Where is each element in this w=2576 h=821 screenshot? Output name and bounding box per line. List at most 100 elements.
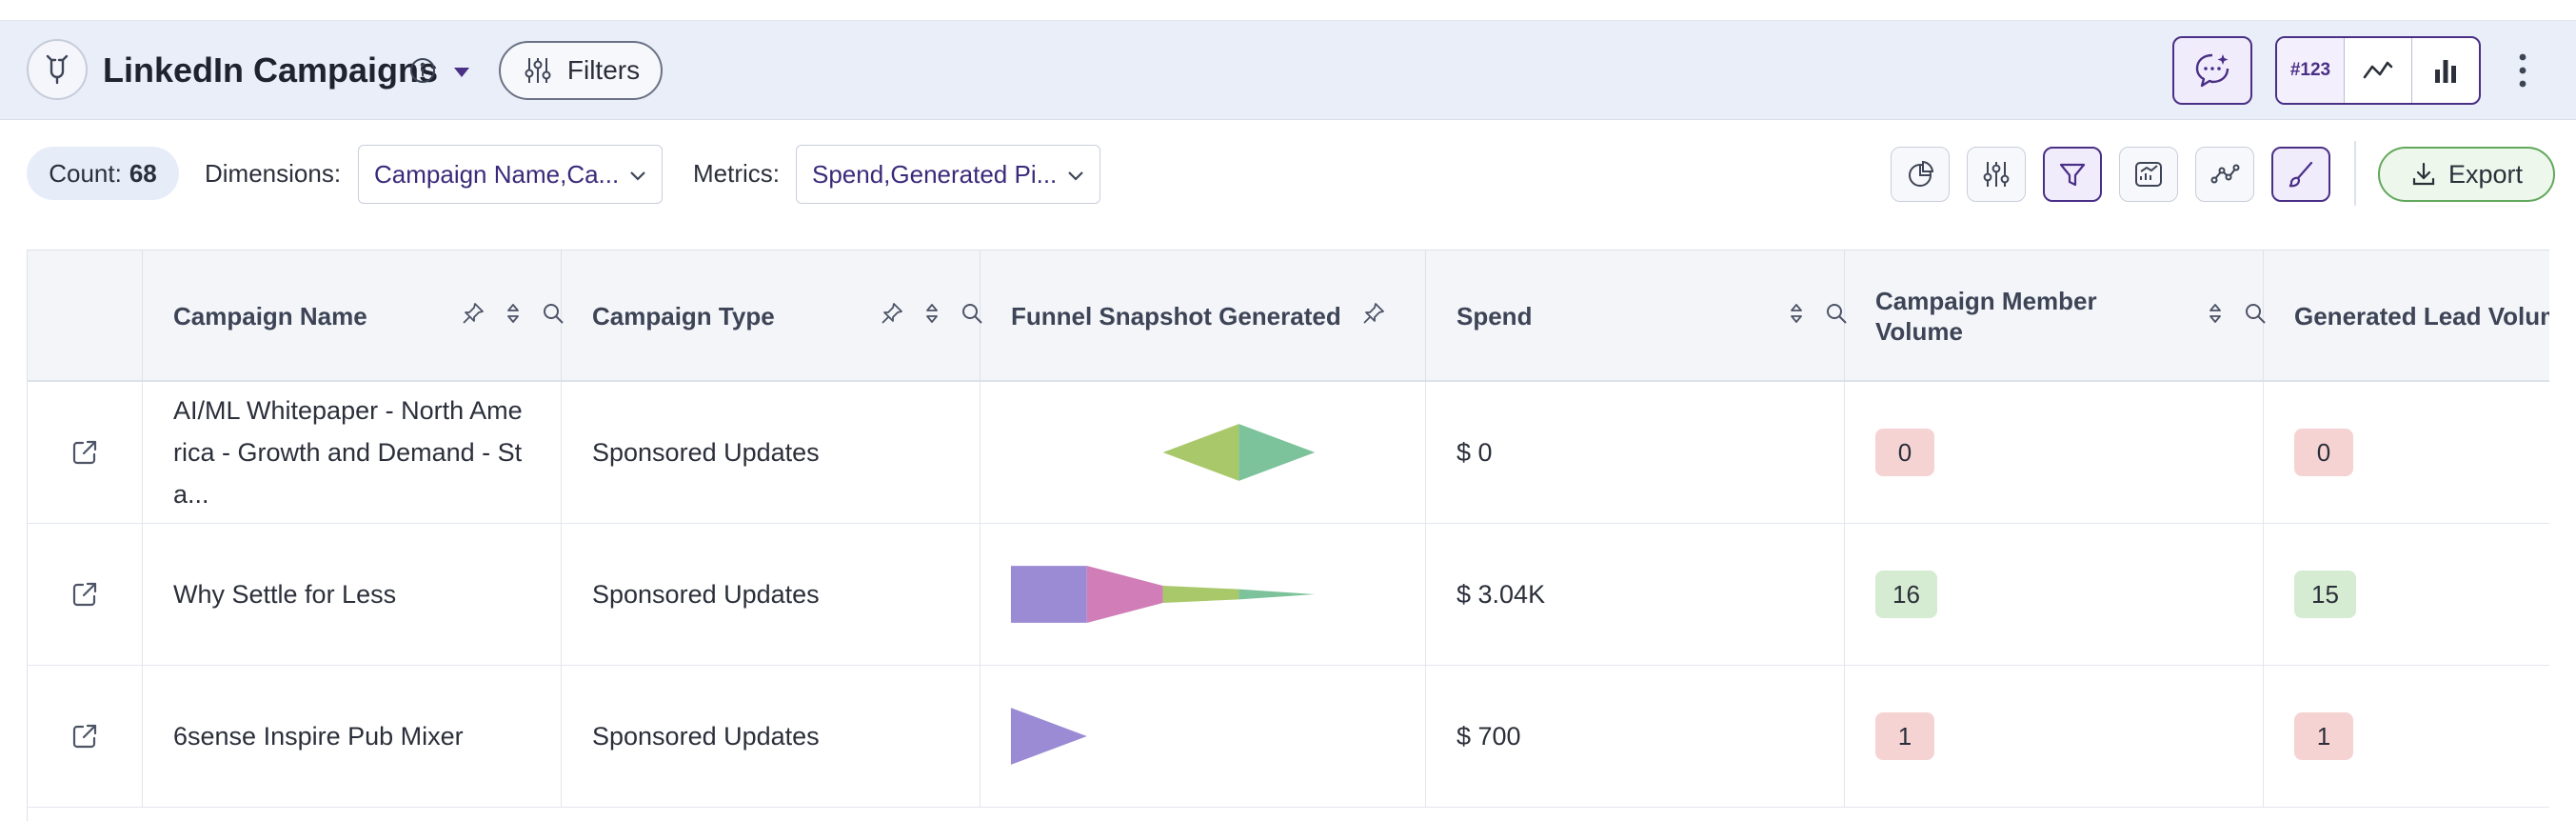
campaign-type-cell: Sponsored Updates bbox=[562, 666, 981, 807]
search-icon[interactable] bbox=[1824, 301, 1849, 326]
sliders-icon bbox=[525, 58, 551, 83]
more-options-icon[interactable] bbox=[2506, 48, 2540, 93]
pin-icon[interactable] bbox=[1361, 301, 1386, 326]
campaign-type: Sponsored Updates bbox=[592, 722, 820, 751]
column-header-open bbox=[28, 250, 143, 382]
count-badge: Count: 68 bbox=[27, 147, 179, 200]
spend-cell: $ 700 bbox=[1426, 666, 1845, 807]
filters-label: Filters bbox=[566, 55, 641, 85]
export-button[interactable]: Export bbox=[2378, 147, 2555, 202]
member-volume-badge: 1 bbox=[1875, 712, 1934, 760]
funnel-stage-4 bbox=[1238, 589, 1316, 600]
search-icon[interactable] bbox=[960, 301, 984, 326]
campaign-name[interactable]: AI/ML Whitepaper - North America - Growt… bbox=[173, 396, 523, 509]
lead-volume-badge: 0 bbox=[2294, 429, 2353, 476]
member-volume-badge: 0 bbox=[1875, 429, 1934, 476]
funnel-stage-1 bbox=[1010, 708, 1087, 765]
external-link-icon[interactable] bbox=[69, 579, 100, 610]
campaign-name[interactable]: Why Settle for Less bbox=[173, 580, 397, 609]
view-toggle-group: #123 bbox=[2275, 36, 2481, 105]
campaign-type: Sponsored Updates bbox=[592, 438, 820, 467]
lead-volume-badge: 1 bbox=[2294, 712, 2353, 760]
number-view-button[interactable]: #123 bbox=[2277, 38, 2345, 103]
table-row[interactable]: Why Settle for Less Sponsored Updates $ … bbox=[28, 524, 2549, 666]
download-icon bbox=[2412, 162, 2435, 186]
search-icon[interactable] bbox=[541, 301, 565, 326]
campaign-name[interactable]: 6sense Inspire Pub Mixer bbox=[173, 722, 464, 751]
table-row[interactable]: AI/ML Whitepaper - North America - Growt… bbox=[28, 382, 2549, 524]
campaign-name-cell: 6sense Inspire Pub Mixer bbox=[143, 666, 562, 807]
column-label: Campaign Member Volume bbox=[1875, 287, 2097, 346]
sort-icon[interactable] bbox=[501, 301, 525, 326]
pie-chart-icon bbox=[1909, 160, 1934, 187]
line-view-button[interactable] bbox=[2345, 38, 2412, 103]
filters-button[interactable]: Filters bbox=[499, 41, 663, 100]
spend-value: $ 0 bbox=[1456, 438, 1493, 467]
lead-volume-cell: 1 bbox=[2264, 666, 2549, 807]
funnel-snapshot[interactable] bbox=[981, 524, 1425, 665]
campaign-type-cell: Sponsored Updates bbox=[562, 382, 981, 523]
chart-settings-icon bbox=[2135, 162, 2162, 187]
funnel-cell bbox=[981, 666, 1426, 807]
column-label: Generated Lead Volum bbox=[2294, 302, 2549, 330]
page-header: LinkedIn Campaigns Filters #123 bbox=[0, 21, 2576, 120]
bar-view-button[interactable] bbox=[2412, 38, 2479, 103]
sliders-icon bbox=[1983, 162, 2010, 187]
column-label: Campaign Name bbox=[173, 302, 367, 330]
number-view-label: #123 bbox=[2289, 60, 2331, 80]
open-cell bbox=[28, 524, 143, 665]
campaign-type-cell: Sponsored Updates bbox=[562, 524, 981, 665]
lead-volume-cell: 15 bbox=[2264, 524, 2549, 665]
funnel-stage-2 bbox=[1086, 566, 1163, 623]
bar-chart-icon bbox=[2435, 60, 2456, 83]
chevron-down-icon bbox=[1068, 171, 1083, 181]
pin-icon[interactable] bbox=[880, 301, 904, 326]
pie-chart-button[interactable] bbox=[1891, 147, 1950, 202]
funnel-button[interactable] bbox=[2043, 147, 2102, 202]
column-header-campaign-name: Campaign Name bbox=[143, 250, 565, 382]
app-logo-icon[interactable] bbox=[27, 39, 88, 100]
trend-icon bbox=[2210, 164, 2240, 184]
line-chart-icon bbox=[2363, 61, 2393, 79]
top-strip bbox=[0, 0, 2576, 21]
external-link-icon[interactable] bbox=[69, 437, 100, 468]
lead-volume-badge: 15 bbox=[2294, 571, 2356, 618]
brush-icon bbox=[2289, 161, 2313, 188]
funnel-stage-3 bbox=[1162, 424, 1239, 481]
open-cell bbox=[28, 666, 143, 807]
dimensions-value: Campaign Name,Ca... bbox=[374, 159, 620, 189]
funnel-snapshot[interactable] bbox=[981, 666, 1425, 807]
pin-icon[interactable] bbox=[461, 301, 485, 326]
toolbar-divider bbox=[2354, 141, 2356, 206]
funnel-snapshot[interactable] bbox=[981, 382, 1425, 523]
table-header: Campaign Name Campaign Type Funnel Snaps… bbox=[28, 250, 2549, 382]
funnel-stage-4 bbox=[1238, 424, 1316, 481]
metrics-select[interactable]: Spend,Generated Pi... bbox=[796, 145, 1100, 204]
caret-down-icon[interactable] bbox=[449, 59, 474, 84]
sort-icon[interactable] bbox=[2203, 301, 2228, 326]
column-label: Funnel Snapshot Generated bbox=[1011, 302, 1341, 330]
brush-button[interactable] bbox=[2271, 147, 2330, 202]
sort-icon[interactable] bbox=[920, 301, 944, 326]
chevron-down-icon bbox=[630, 171, 645, 181]
column-header-member-volume: Campaign Member Volume bbox=[1845, 250, 2266, 382]
count-label: Count: bbox=[49, 158, 122, 188]
export-label: Export bbox=[2447, 159, 2524, 189]
search-icon[interactable] bbox=[2243, 301, 2268, 326]
metrics-label: Metrics: bbox=[693, 159, 780, 188]
external-link-icon[interactable] bbox=[69, 721, 100, 751]
trend-button[interactable] bbox=[2195, 147, 2254, 202]
table-row[interactable]: 6sense Inspire Pub Mixer Sponsored Updat… bbox=[28, 666, 2549, 808]
sort-icon[interactable] bbox=[1784, 301, 1809, 326]
funnel-icon bbox=[2059, 163, 2086, 187]
dimensions-select[interactable]: Campaign Name,Ca... bbox=[358, 145, 663, 204]
campaigns-table: Campaign Name Campaign Type Funnel Snaps… bbox=[27, 250, 2549, 821]
spend-value: $ 3.04K bbox=[1456, 580, 1546, 609]
sliders-button[interactable] bbox=[1967, 147, 2026, 202]
chart-settings-button[interactable] bbox=[2119, 147, 2178, 202]
funnel-stage-1 bbox=[1010, 566, 1087, 623]
spend-value: $ 700 bbox=[1456, 722, 1521, 751]
ai-chat-button[interactable] bbox=[2172, 36, 2252, 105]
info-icon[interactable] bbox=[407, 55, 438, 86]
member-volume-cell: 0 bbox=[1845, 382, 2264, 523]
